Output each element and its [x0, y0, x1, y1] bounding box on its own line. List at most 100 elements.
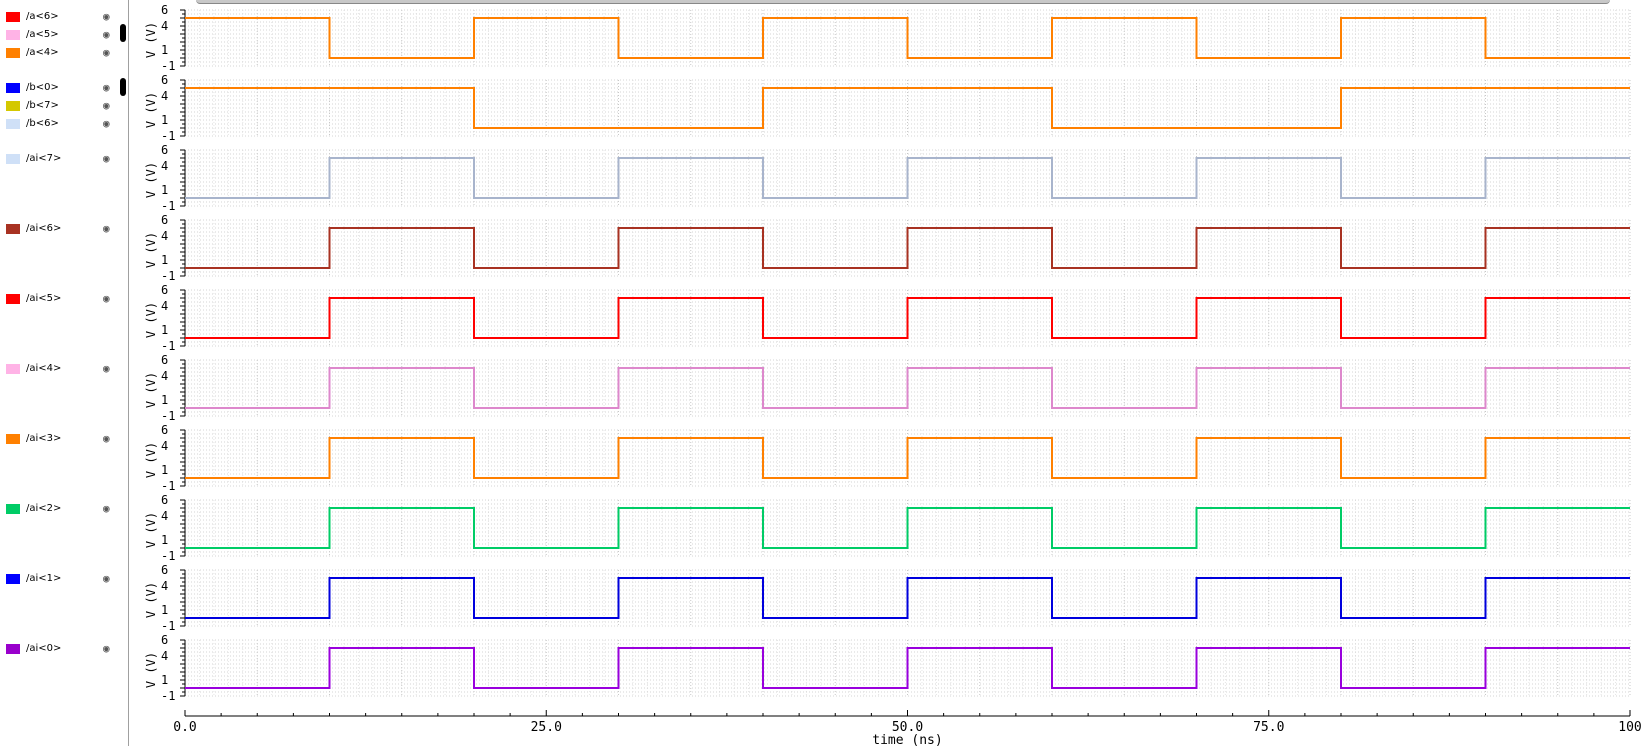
y-tick-label: 4 — [161, 19, 168, 33]
waveform-trace — [185, 227, 1630, 269]
y-tick-label: 1 — [161, 533, 168, 547]
y-axis-label: V (V) — [144, 582, 158, 618]
x-tick-label: 100 — [1618, 720, 1641, 735]
legend-label: /ai<2> — [26, 503, 62, 514]
legend-label: /ai<5> — [26, 293, 62, 304]
y-tick-label: 6 — [161, 493, 168, 507]
y-tick-label: 1 — [161, 463, 168, 477]
y-tick-label: -1 — [161, 269, 175, 283]
y-tick-label: -1 — [161, 129, 175, 143]
legend-item[interactable]: /b<7> ◉ — [0, 99, 126, 113]
y-axis-label: V (V) — [144, 652, 158, 688]
y-axis-label: V (V) — [144, 162, 158, 198]
y-tick-label: 4 — [161, 89, 168, 103]
y-axis-label: V (V) — [144, 92, 158, 128]
legend-label: /ai<0> — [26, 643, 62, 654]
legend-label: /ai<3> — [26, 433, 62, 444]
legend-item[interactable]: /ai<5> ◉ — [0, 292, 126, 306]
y-tick-label: 4 — [161, 439, 168, 453]
legend-swatch — [6, 119, 20, 129]
x-tick-label: 0.0 — [173, 720, 196, 735]
scroll-bar[interactable] — [196, 0, 1610, 4]
y-tick-label: -1 — [161, 339, 175, 353]
y-tick-label: 6 — [161, 143, 168, 157]
legend-item[interactable]: /b<0> ◉ — [0, 81, 126, 95]
y-tick-label: 1 — [161, 113, 168, 127]
waveform-trace — [185, 157, 1630, 199]
y-axis-label: V (V) — [144, 302, 158, 338]
y-tick-label: 4 — [161, 579, 168, 593]
legend-item[interactable]: /ai<7> ◉ — [0, 152, 126, 166]
x-axis-label: time (ns) — [872, 733, 942, 746]
group-drag-handle[interactable] — [120, 78, 126, 96]
y-tick-label: 1 — [161, 323, 168, 337]
legend-label: /a<6> — [26, 11, 59, 22]
y-tick-label: -1 — [161, 409, 175, 423]
panel-divider[interactable] — [128, 0, 129, 746]
eye-icon[interactable]: ◉ — [103, 117, 110, 130]
eye-icon[interactable]: ◉ — [103, 81, 110, 94]
y-axis-label: V (V) — [144, 22, 158, 58]
eye-icon[interactable]: ◉ — [103, 432, 110, 445]
waveform-trace — [185, 647, 1630, 689]
legend-swatch — [6, 574, 20, 584]
eye-icon[interactable]: ◉ — [103, 222, 110, 235]
eye-icon[interactable]: ◉ — [103, 642, 110, 655]
eye-icon[interactable]: ◉ — [103, 572, 110, 585]
legend-label: /b<0> — [26, 82, 59, 93]
legend-item[interactable]: /ai<4> ◉ — [0, 362, 126, 376]
legend-item[interactable]: /ai<0> ◉ — [0, 642, 126, 656]
y-tick-label: 1 — [161, 183, 168, 197]
eye-icon[interactable]: ◉ — [103, 10, 110, 23]
y-tick-label: -1 — [161, 59, 175, 73]
y-tick-label: 4 — [161, 299, 168, 313]
legend-item[interactable]: /ai<2> ◉ — [0, 502, 126, 516]
group-drag-handle[interactable] — [120, 24, 126, 42]
y-tick-label: 6 — [161, 353, 168, 367]
legend-swatch — [6, 504, 20, 514]
legend-swatch — [6, 12, 20, 22]
legend-label: /ai<7> — [26, 153, 62, 164]
legend-label: /ai<4> — [26, 363, 62, 374]
eye-icon[interactable]: ◉ — [103, 46, 110, 59]
x-tick-label: 50.0 — [892, 720, 923, 735]
x-tick-label: 25.0 — [531, 720, 562, 735]
legend-swatch — [6, 30, 20, 40]
legend-item[interactable]: /a<5> ◉ — [0, 28, 126, 42]
y-tick-label: 1 — [161, 253, 168, 267]
eye-icon[interactable]: ◉ — [103, 152, 110, 165]
y-tick-label: 4 — [161, 229, 168, 243]
legend-swatch — [6, 101, 20, 111]
y-tick-label: 6 — [161, 563, 168, 577]
y-tick-label: 4 — [161, 369, 168, 383]
legend-swatch — [6, 154, 20, 164]
legend-label: /a<4> — [26, 47, 59, 58]
legend-swatch — [6, 224, 20, 234]
waveform-trace — [185, 577, 1630, 619]
legend-item[interactable]: /a<6> ◉ — [0, 10, 126, 24]
eye-icon[interactable]: ◉ — [103, 28, 110, 41]
y-tick-label: 4 — [161, 509, 168, 523]
legend-item[interactable]: /b<6> ◉ — [0, 117, 126, 131]
eye-icon[interactable]: ◉ — [103, 502, 110, 515]
legend-item[interactable]: /ai<1> ◉ — [0, 572, 126, 586]
y-tick-label: 6 — [161, 73, 168, 87]
legend-item[interactable]: /a<4> ◉ — [0, 46, 126, 60]
y-tick-label: -1 — [161, 549, 175, 563]
eye-icon[interactable]: ◉ — [103, 292, 110, 305]
eye-icon[interactable]: ◉ — [103, 99, 110, 112]
x-tick-label: 75.0 — [1253, 720, 1284, 735]
eye-icon[interactable]: ◉ — [103, 362, 110, 375]
legend-label: /b<7> — [26, 100, 59, 111]
legend-item[interactable]: /ai<6> ◉ — [0, 222, 126, 236]
y-tick-label: -1 — [161, 199, 175, 213]
legend-swatch — [6, 434, 20, 444]
legend-label: /a<5> — [26, 29, 59, 40]
y-tick-label: 4 — [161, 649, 168, 663]
legend-label: /b<6> — [26, 118, 59, 129]
y-tick-label: 6 — [161, 633, 168, 647]
y-tick-label: 6 — [161, 3, 168, 17]
legend-swatch — [6, 48, 20, 58]
legend-item[interactable]: /ai<3> ◉ — [0, 432, 126, 446]
